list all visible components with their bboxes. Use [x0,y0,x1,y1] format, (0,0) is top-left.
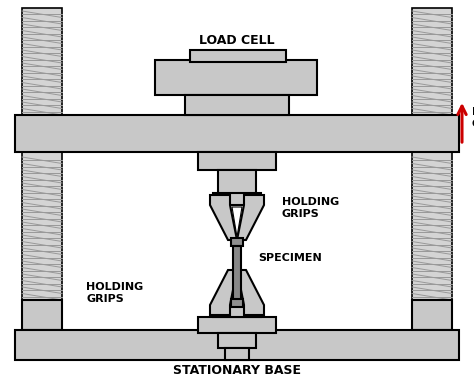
Bar [213,193,261,205]
Bar [22,300,62,330]
Bar [198,152,276,170]
Bar [412,300,452,330]
Bar [231,238,243,246]
Bar [412,152,452,300]
Bar [22,152,62,300]
Bar [231,299,243,307]
Polygon shape [237,195,264,240]
Bar [218,170,256,195]
Text: HOLDING
GRIPS: HOLDING GRIPS [282,197,339,219]
Bar [233,246,241,301]
Polygon shape [210,270,237,315]
Text: SPECIMEN: SPECIMEN [258,253,322,263]
Bar [225,348,249,360]
Bar [22,8,62,115]
Polygon shape [237,270,264,315]
Bar [15,115,459,152]
Bar [218,333,256,348]
Bar [213,305,261,317]
Polygon shape [210,195,237,240]
Bar [185,95,289,115]
Text: MOVING
CROSSHEAD: MOVING CROSSHEAD [472,107,474,129]
Bar [15,330,459,360]
Text: HOLDING
GRIPS: HOLDING GRIPS [86,282,144,304]
Text: LOAD CELL: LOAD CELL [199,33,275,47]
Bar [198,317,276,333]
Bar [155,60,317,95]
Polygon shape [232,272,242,303]
Polygon shape [232,207,242,237]
Text: STATIONARY BASE: STATIONARY BASE [173,363,301,376]
Bar [190,50,286,62]
Bar [412,8,452,115]
